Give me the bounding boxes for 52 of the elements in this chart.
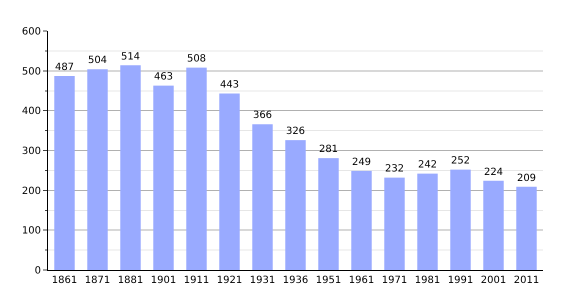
data-label: 366 [252, 110, 272, 122]
bar [252, 124, 273, 270]
x-tick-label: 1961 [348, 275, 374, 286]
y-tick-label: 500 [22, 66, 41, 78]
data-label: 232 [384, 164, 404, 175]
x-tick-label: 1861 [52, 275, 78, 286]
x-tick-label: 1936 [282, 275, 308, 286]
x-tick-label: 1881 [118, 275, 144, 286]
data-label: 224 [484, 166, 504, 178]
data-label: 504 [88, 55, 108, 66]
x-tick-label: 2011 [514, 275, 540, 286]
x-tick-label: 1901 [150, 275, 176, 286]
bar [87, 69, 108, 270]
y-tick-label: 400 [22, 106, 41, 118]
bar [186, 68, 207, 270]
bar [483, 180, 504, 270]
bar [120, 65, 141, 270]
y-tick-label: 600 [22, 26, 41, 38]
bar [384, 178, 405, 270]
data-label: 326 [286, 126, 306, 138]
bar [219, 94, 240, 270]
x-tick-label: 1871 [84, 275, 110, 286]
x-tick-label: 1911 [184, 275, 210, 286]
bar [318, 158, 339, 270]
y-tick-label: 0 [34, 266, 41, 276]
bar [450, 170, 471, 270]
y-tick-label: 200 [22, 186, 41, 197]
y-tick-label: 100 [22, 226, 41, 237]
data-label: 252 [450, 156, 470, 167]
x-tick-label: 1991 [448, 275, 474, 286]
bar [516, 186, 537, 270]
data-label: 487 [54, 62, 74, 74]
x-tick-label: 1981 [414, 275, 440, 286]
data-label: 443 [220, 80, 240, 91]
bar [351, 170, 372, 270]
data-label: 463 [154, 72, 174, 83]
y-tick-label: 300 [22, 146, 41, 157]
data-label: 209 [516, 172, 536, 184]
data-label: 514 [120, 51, 140, 62]
data-label: 249 [352, 156, 372, 168]
bar [417, 174, 438, 270]
x-tick-label: 2001 [480, 275, 506, 286]
data-label: 281 [318, 144, 338, 156]
x-tick-label: 1951 [316, 275, 342, 286]
data-label: 508 [186, 54, 206, 65]
bar [285, 140, 306, 270]
x-tick-label: 1921 [216, 275, 242, 286]
data-label: 242 [418, 160, 438, 171]
bar [153, 86, 174, 270]
bar [54, 76, 75, 270]
x-tick-label: 1971 [382, 275, 408, 286]
x-tick-label: 1931 [250, 275, 276, 286]
